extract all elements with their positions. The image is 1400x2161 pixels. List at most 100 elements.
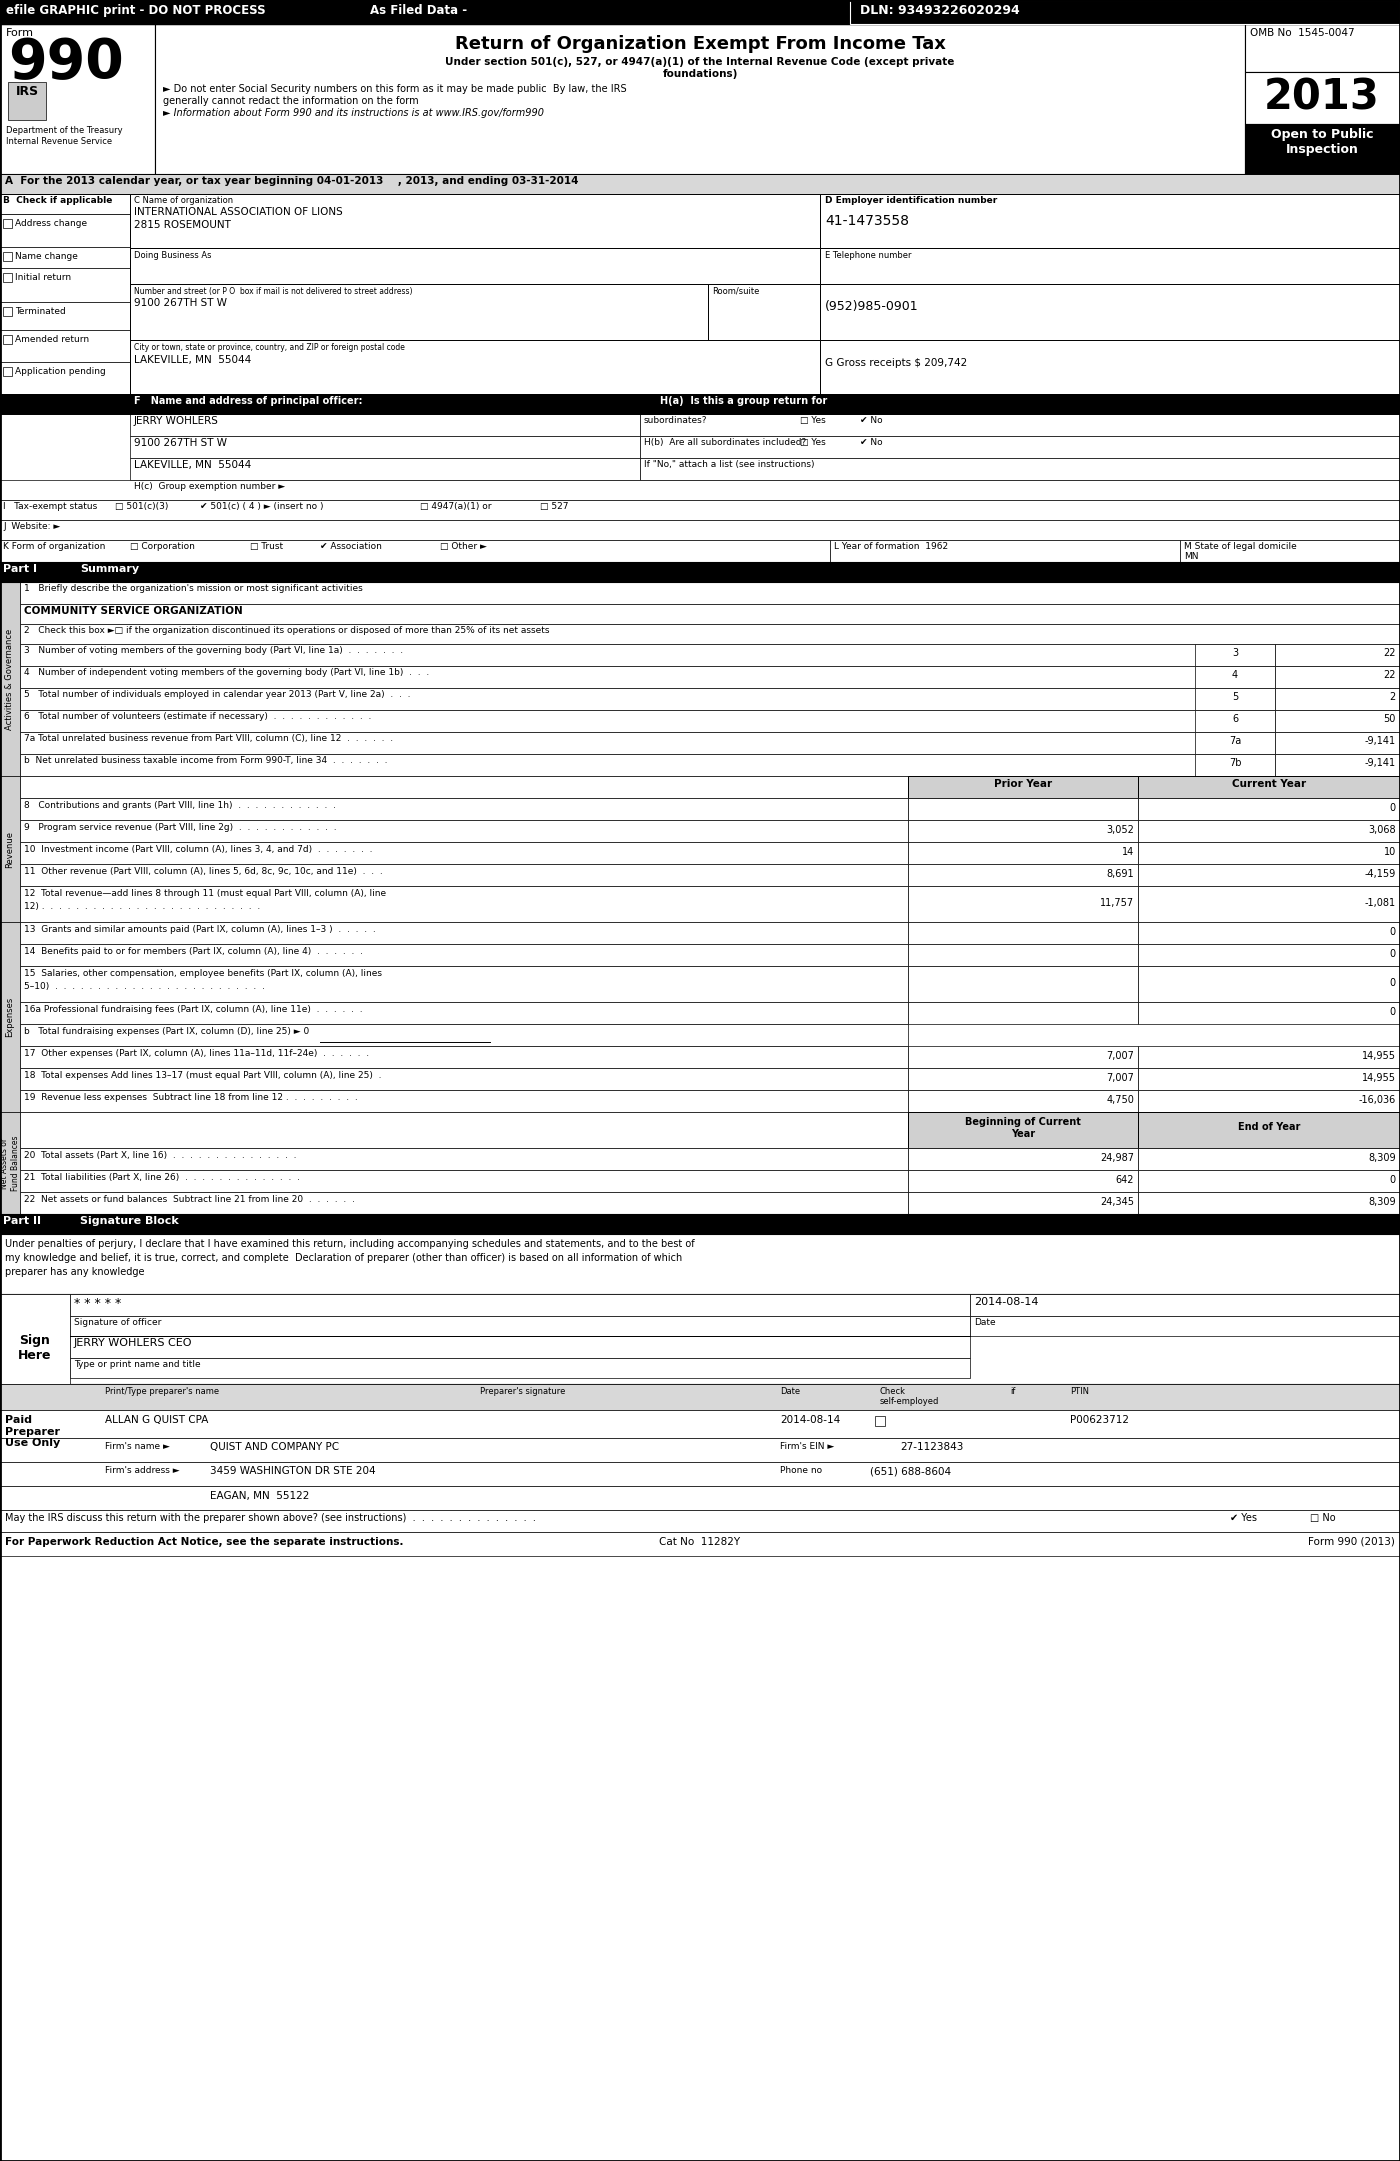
Text: 642: 642 xyxy=(1116,1176,1134,1184)
Bar xyxy=(1138,1113,1400,1147)
Bar xyxy=(1275,666,1400,687)
Text: 4   Number of independent voting members of the governing body (Part VI, line 1b: 4 Number of independent voting members o… xyxy=(24,668,430,676)
Bar xyxy=(640,458,1400,480)
Bar xyxy=(20,966,909,1003)
Text: 3,052: 3,052 xyxy=(1106,826,1134,834)
Text: L Year of formation  1962: L Year of formation 1962 xyxy=(834,542,948,551)
Text: my knowledge and belief, it is true, correct, and complete  Declaration of prepa: my knowledge and belief, it is true, cor… xyxy=(6,1253,682,1262)
Bar xyxy=(970,1316,1400,1335)
Text: □ Other ►: □ Other ► xyxy=(440,542,487,551)
Bar xyxy=(0,776,20,923)
Bar xyxy=(20,605,1400,625)
Text: 3: 3 xyxy=(1232,648,1238,657)
Text: Prior Year: Prior Year xyxy=(994,778,1051,789)
Bar xyxy=(20,944,909,966)
Text: 2013: 2013 xyxy=(1264,76,1380,119)
Text: 5: 5 xyxy=(1232,692,1238,702)
Bar xyxy=(1245,123,1400,175)
Text: 7a Total unrelated business revenue from Part VIII, column (C), line 12  .  .  .: 7a Total unrelated business revenue from… xyxy=(24,735,393,743)
Text: I   Tax-exempt status: I Tax-exempt status xyxy=(3,501,97,510)
Text: 10  Investment income (Part VIII, column (A), lines 3, 4, and 7d)  .  .  .  .  .: 10 Investment income (Part VIII, column … xyxy=(24,845,372,854)
Bar xyxy=(0,1409,1400,1437)
Bar xyxy=(820,249,1400,283)
Bar xyxy=(1138,776,1400,797)
Text: 6   Total number of volunteers (estimate if necessary)  .  .  .  .  .  .  .  .  : 6 Total number of volunteers (estimate i… xyxy=(24,711,371,722)
Text: Part II: Part II xyxy=(3,1217,41,1225)
Bar xyxy=(909,843,1138,864)
Text: -4,159: -4,159 xyxy=(1365,869,1396,880)
Text: ► Information about Form 990 and its instructions is at www.IRS.gov/form990: ► Information about Form 990 and its ins… xyxy=(162,108,545,119)
Text: Revenue: Revenue xyxy=(6,830,14,867)
Bar xyxy=(20,1113,909,1147)
Bar xyxy=(0,521,1400,540)
Text: DLN: 93493226020294: DLN: 93493226020294 xyxy=(860,4,1019,17)
Text: 14: 14 xyxy=(1121,847,1134,858)
Text: E Telephone number: E Telephone number xyxy=(825,251,911,259)
Text: 19  Revenue less expenses  Subtract line 18 from line 12 .  .  .  .  .  .  .  . : 19 Revenue less expenses Subtract line 1… xyxy=(24,1093,358,1102)
Bar xyxy=(155,24,1245,175)
Text: P00623712: P00623712 xyxy=(1070,1415,1128,1424)
Bar xyxy=(20,754,1394,776)
Bar xyxy=(708,283,820,339)
Bar xyxy=(909,1113,1138,1147)
Bar xyxy=(0,175,1400,194)
Bar xyxy=(20,819,909,843)
Bar xyxy=(1245,24,1400,71)
Text: 0: 0 xyxy=(1390,804,1396,813)
Bar xyxy=(0,246,130,268)
Text: 7a: 7a xyxy=(1229,737,1242,746)
Text: For Paperwork Reduction Act Notice, see the separate instructions.: For Paperwork Reduction Act Notice, see … xyxy=(6,1536,403,1547)
Text: 6: 6 xyxy=(1232,713,1238,724)
Bar xyxy=(3,367,13,376)
Text: Doing Business As: Doing Business As xyxy=(134,251,211,259)
Text: 4: 4 xyxy=(1232,670,1238,681)
Bar xyxy=(1275,687,1400,711)
Text: Amended return: Amended return xyxy=(15,335,90,344)
Text: Under penalties of perjury, I declare that I have examined this return, includin: Under penalties of perjury, I declare th… xyxy=(6,1238,694,1249)
Text: 9100 267TH ST W: 9100 267TH ST W xyxy=(134,439,227,447)
Bar xyxy=(20,644,1394,666)
Bar xyxy=(1275,733,1400,754)
Text: 12) .  .  .  .  .  .  .  .  .  .  .  .  .  .  .  .  .  .  .  .  .  .  .  .  .  .: 12) . . . . . . . . . . . . . . . . . . … xyxy=(24,901,260,912)
Bar xyxy=(970,1294,1400,1316)
Text: 7,007: 7,007 xyxy=(1106,1050,1134,1061)
Bar xyxy=(20,864,909,886)
Bar xyxy=(130,283,708,339)
Bar xyxy=(1138,966,1400,1003)
Bar xyxy=(70,1357,970,1379)
Text: Form: Form xyxy=(6,28,34,39)
Text: □ Yes: □ Yes xyxy=(799,417,826,426)
Text: Initial return: Initial return xyxy=(15,272,71,281)
Text: D Employer identification number: D Employer identification number xyxy=(825,197,997,205)
Text: 3459 WASHINGTON DR STE 204: 3459 WASHINGTON DR STE 204 xyxy=(210,1465,375,1476)
Text: Department of the Treasury: Department of the Treasury xyxy=(6,125,123,134)
Text: Expenses: Expenses xyxy=(6,996,14,1037)
Text: Firm's name ►: Firm's name ► xyxy=(105,1441,169,1450)
Bar xyxy=(130,458,640,480)
Bar xyxy=(130,415,640,437)
Text: (651) 688-8604: (651) 688-8604 xyxy=(869,1465,951,1476)
Text: Return of Organization Exempt From Income Tax: Return of Organization Exempt From Incom… xyxy=(455,35,945,54)
Bar xyxy=(1138,1147,1400,1169)
Bar xyxy=(1138,1046,1400,1068)
Bar xyxy=(20,711,1394,733)
Text: 8,309: 8,309 xyxy=(1368,1197,1396,1208)
Text: □ 4947(a)(1) or: □ 4947(a)(1) or xyxy=(420,501,491,510)
Text: ✔ No: ✔ No xyxy=(860,417,882,426)
Text: -9,141: -9,141 xyxy=(1365,737,1396,746)
Text: 5–10)  .  .  .  .  .  .  .  .  .  .  .  .  .  .  .  .  .  .  .  .  .  .  .  .  .: 5–10) . . . . . . . . . . . . . . . . . … xyxy=(24,981,265,992)
Bar xyxy=(0,268,130,303)
Text: □ No: □ No xyxy=(1310,1513,1336,1524)
Bar xyxy=(20,733,1394,754)
Bar xyxy=(20,1089,909,1113)
Bar xyxy=(70,1294,970,1316)
Bar xyxy=(0,24,155,175)
Bar xyxy=(130,194,820,249)
Bar xyxy=(20,797,909,819)
Text: 24,987: 24,987 xyxy=(1100,1154,1134,1163)
Text: EAGAN, MN  55122: EAGAN, MN 55122 xyxy=(210,1491,309,1502)
Bar xyxy=(0,1487,1400,1511)
Bar xyxy=(0,1511,1400,1532)
Bar xyxy=(3,272,13,281)
Text: 14,955: 14,955 xyxy=(1362,1050,1396,1061)
